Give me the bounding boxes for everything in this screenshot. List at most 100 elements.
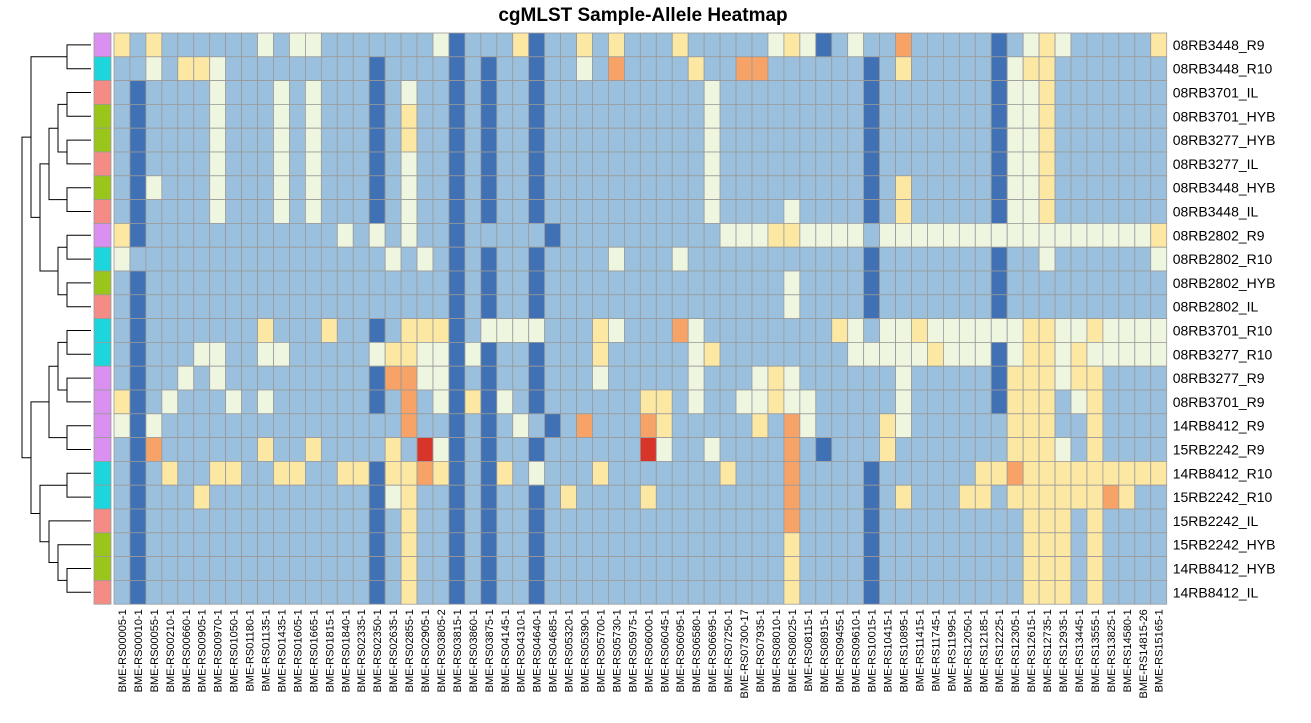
heatmap-cell <box>1150 389 1168 415</box>
heatmap-cell <box>799 32 817 58</box>
heatmap-cell <box>225 437 242 462</box>
heatmap-cell <box>895 341 912 367</box>
heatmap-cell <box>911 270 928 296</box>
heatmap-cell <box>480 556 498 581</box>
heatmap-cell <box>735 222 753 248</box>
heatmap-cell <box>512 80 530 105</box>
heatmap-cell <box>751 556 769 581</box>
heatmap-cell <box>336 104 354 129</box>
heatmap-cell <box>990 532 1008 557</box>
heatmap-cell <box>624 294 641 319</box>
heatmap-cell <box>1102 318 1120 343</box>
heatmap-cell <box>1006 484 1024 510</box>
column-label: BME-RS11995-1 <box>946 609 958 691</box>
heatmap-cell <box>544 365 562 391</box>
heatmap-cell <box>496 32 514 58</box>
heatmap-cell <box>241 365 258 391</box>
heatmap-cell <box>209 318 227 343</box>
heatmap-cell <box>161 32 179 58</box>
heatmap-cell <box>911 508 928 534</box>
heatmap-cell <box>943 127 960 153</box>
heatmap-cell <box>608 222 625 248</box>
heatmap-cell <box>368 151 386 177</box>
heatmap-cell <box>943 389 960 415</box>
heatmap-cell <box>990 175 1008 201</box>
heatmap-cell <box>113 484 131 510</box>
heatmap-cell <box>400 246 418 272</box>
heatmap-cell <box>1022 104 1040 129</box>
heatmap-cell <box>1134 151 1152 177</box>
heatmap-cell <box>831 104 849 129</box>
heatmap-cell <box>336 365 354 391</box>
heatmap-cell <box>225 199 242 224</box>
heatmap-cell <box>448 460 466 486</box>
heatmap-cell <box>464 437 482 462</box>
heatmap-cell <box>735 294 753 319</box>
heatmap-cell <box>1150 270 1168 296</box>
heatmap-cell <box>847 294 865 319</box>
heatmap-cell <box>767 413 785 438</box>
heatmap-cell <box>671 556 689 581</box>
heatmap-cell <box>145 484 163 510</box>
heatmap-cell <box>289 341 306 367</box>
heatmap-cell <box>1070 508 1088 534</box>
heatmap-cell <box>1006 222 1024 248</box>
heatmap-cell <box>384 222 402 248</box>
heatmap-cell <box>783 246 801 272</box>
heatmap-cell <box>879 80 896 105</box>
heatmap-cell <box>799 270 817 296</box>
heatmap-cell <box>352 104 370 129</box>
row-label: 15RB2242_R9 <box>1173 442 1265 458</box>
heatmap-cell <box>655 294 673 319</box>
heatmap-cell <box>974 246 992 272</box>
heatmap-cell <box>209 580 227 605</box>
heatmap-cell <box>974 580 992 605</box>
heatmap-cell <box>1038 556 1056 581</box>
heatmap-cell <box>1038 80 1056 105</box>
heatmap-cell <box>496 104 514 129</box>
heatmap-cell <box>847 270 865 296</box>
heatmap-cell <box>1150 460 1168 486</box>
heatmap-cell <box>1150 246 1168 272</box>
dendrogram-branch <box>66 234 91 260</box>
heatmap-cell <box>1102 246 1120 272</box>
heatmap-cell <box>1118 460 1136 486</box>
dendrogram-branch <box>66 282 91 308</box>
heatmap-cell <box>719 460 737 486</box>
heatmap-cell <box>496 270 514 296</box>
heatmap-cell <box>703 389 721 415</box>
heatmap-cell <box>815 389 833 415</box>
heatmap-cell <box>703 556 721 581</box>
heatmap-cell <box>241 318 258 343</box>
column-label: BME-RS10015-1 <box>867 609 879 692</box>
heatmap-cell <box>560 437 577 462</box>
heatmap-cell <box>815 580 833 605</box>
heatmap-cell <box>464 104 482 129</box>
heatmap-cell <box>129 365 147 391</box>
heatmap-cell <box>655 460 673 486</box>
heatmap-cell <box>751 365 769 391</box>
heatmap-cell <box>352 460 370 486</box>
heatmap-cell <box>863 80 881 105</box>
heatmap-cell <box>958 80 976 105</box>
heatmap-cell <box>512 389 530 415</box>
heatmap-cell <box>576 32 593 58</box>
heatmap-cell <box>432 365 450 391</box>
heatmap-cell <box>783 365 801 391</box>
heatmap-cell <box>767 151 785 177</box>
heatmap-cell <box>1102 199 1120 224</box>
heatmap-cell <box>958 56 976 81</box>
heatmap-cell <box>480 32 498 58</box>
heatmap-cell <box>1150 151 1168 177</box>
heatmap-cell <box>257 389 274 415</box>
heatmap-cell <box>384 80 402 105</box>
heatmap-cell <box>751 80 769 105</box>
heatmap-cell <box>863 127 881 153</box>
heatmap-cell <box>496 413 514 438</box>
heatmap-cell <box>241 199 258 224</box>
heatmap-cell <box>879 484 896 510</box>
heatmap-cell <box>193 532 211 557</box>
heatmap-cell <box>895 365 912 391</box>
heatmap-cell <box>608 508 625 534</box>
heatmap-cell <box>592 56 609 81</box>
